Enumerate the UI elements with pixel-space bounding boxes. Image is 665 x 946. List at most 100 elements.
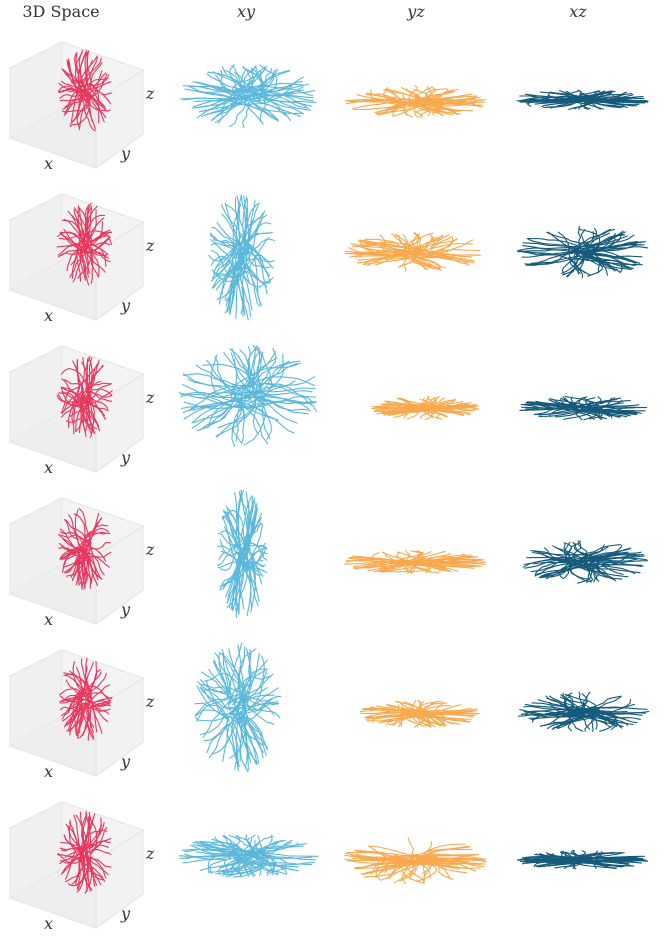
plot-yz — [335, 642, 495, 794]
view-3d-space: x y z — [0, 642, 170, 794]
neuron-row: x y z — [0, 186, 665, 338]
neuron-row: x y z — [0, 34, 665, 186]
view-xz — [505, 34, 660, 186]
plot-xy — [170, 34, 325, 186]
plot-xy — [170, 794, 325, 946]
neuron-xy — [180, 65, 316, 128]
plot-yz — [335, 490, 495, 642]
axis-label-x: x — [44, 460, 53, 476]
plot-3d-space — [0, 490, 170, 642]
axis-label-z: z — [146, 390, 154, 406]
neuron-xz — [523, 541, 647, 583]
neuron-yz — [345, 838, 487, 884]
view-yz — [335, 34, 495, 186]
axis-label-x: x — [44, 764, 53, 780]
view-3d-space: x y z — [0, 794, 170, 946]
neuron-xy — [180, 835, 319, 877]
neuron-row: x y z — [0, 642, 665, 794]
neuron-yz — [345, 86, 485, 117]
view-3d-space: x y z — [0, 338, 170, 490]
plot-yz — [335, 794, 495, 946]
plot-xy — [170, 642, 325, 794]
neurite-branch — [595, 858, 643, 859]
neuron-yz — [345, 550, 486, 573]
axis-label-z: z — [146, 846, 154, 862]
plot-xz — [505, 186, 660, 338]
neuron-xy — [195, 643, 281, 772]
plot-3d-space — [0, 338, 170, 490]
plot-xz — [505, 34, 660, 186]
plot-yz — [335, 186, 495, 338]
neuron-xy — [179, 346, 316, 447]
view-yz — [335, 794, 495, 946]
neurite-branch — [433, 99, 483, 100]
view-xy — [170, 338, 325, 490]
neuron-xy — [209, 195, 275, 320]
plot-xy — [170, 338, 325, 490]
neuron-xz — [518, 226, 648, 277]
plot-yz — [335, 34, 495, 186]
neuron-xy — [218, 490, 268, 617]
view-xz — [505, 642, 660, 794]
view-xy — [170, 186, 325, 338]
column-header: 3D Space xy yz xz — [0, 0, 665, 32]
plot-xz — [505, 490, 660, 642]
column-title-3d-space: 3D Space — [22, 2, 99, 21]
view-xz — [505, 490, 660, 642]
view-xy — [170, 794, 325, 946]
view-yz — [335, 490, 495, 642]
neurite-branch — [421, 711, 474, 712]
view-yz — [335, 642, 495, 794]
plot-xz — [505, 794, 660, 946]
column-title-xz: xz — [569, 2, 586, 21]
neurite-branch — [588, 407, 646, 408]
view-yz — [335, 338, 495, 490]
axis-label-z: z — [146, 238, 154, 254]
view-3d-space: x y z — [0, 490, 170, 642]
plot-yz — [335, 338, 495, 490]
plot-xz — [505, 338, 660, 490]
column-title-xy: xy — [237, 2, 255, 21]
view-3d-space: x y z — [0, 34, 170, 186]
view-yz — [335, 186, 495, 338]
plot-xz — [505, 642, 660, 794]
axis-label-x: x — [44, 308, 53, 324]
view-xz — [505, 794, 660, 946]
view-xy — [170, 34, 325, 186]
neurite-branch — [230, 723, 239, 767]
axis-label-z: z — [146, 694, 154, 710]
axis-label-y: y — [121, 146, 130, 162]
neuron-yz — [372, 396, 479, 419]
axis-label-y: y — [121, 754, 130, 770]
neuron-xz — [520, 397, 647, 420]
neuron-xz — [519, 692, 649, 731]
view-xy — [170, 642, 325, 794]
axis-label-x: x — [44, 916, 53, 932]
plot-xy — [170, 490, 325, 642]
view-xz — [505, 186, 660, 338]
axis-label-z: z — [146, 86, 154, 102]
neuron-row: x y z — [0, 338, 665, 490]
axis-label-y: y — [121, 450, 130, 466]
plot-3d-space — [0, 34, 170, 186]
neuron-xz — [517, 90, 648, 110]
axis-label-z: z — [146, 542, 154, 558]
plot-3d-space — [0, 794, 170, 946]
plot-3d-space — [0, 642, 170, 794]
neuron-xz — [518, 851, 648, 869]
axis-label-x: x — [44, 156, 53, 172]
neuron-row: x y z — [0, 490, 665, 642]
view-xz — [505, 338, 660, 490]
axis-label-y: y — [121, 906, 130, 922]
column-title-yz: yz — [407, 2, 424, 21]
view-xy — [170, 490, 325, 642]
plot-xy — [170, 186, 325, 338]
axis-label-y: y — [121, 602, 130, 618]
axis-label-y: y — [121, 298, 130, 314]
axis-label-x: x — [44, 612, 53, 628]
neuron-yz — [360, 700, 479, 728]
neuron-row: x y z — [0, 794, 665, 946]
plot-3d-space — [0, 186, 170, 338]
view-3d-space: x y z — [0, 186, 170, 338]
neuron-yz — [346, 233, 481, 272]
